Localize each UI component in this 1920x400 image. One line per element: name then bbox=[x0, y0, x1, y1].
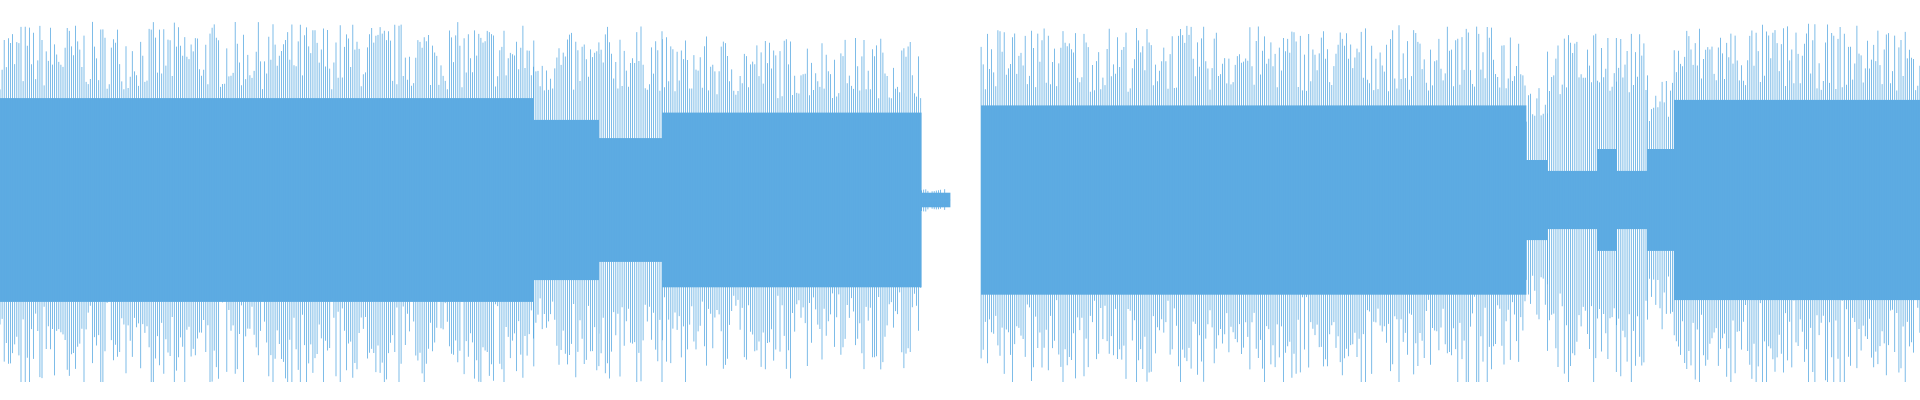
waveform-core bbox=[533, 119, 600, 281]
waveform-core bbox=[1674, 99, 1920, 301]
waveform-core bbox=[1616, 170, 1648, 230]
waveform-core bbox=[1597, 149, 1617, 251]
waveform-bars bbox=[0, 21, 1920, 382]
